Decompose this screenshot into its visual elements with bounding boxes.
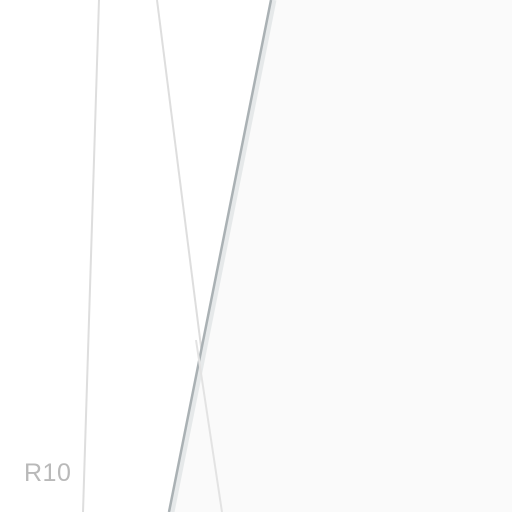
panel-edge <box>167 0 273 512</box>
region-label: R10 <box>24 459 72 487</box>
panel-edge-shadow <box>169 0 277 512</box>
right-panel <box>169 0 512 512</box>
thin-line-left <box>82 0 100 512</box>
thin-line-diagonal-over-panel <box>195 339 223 512</box>
